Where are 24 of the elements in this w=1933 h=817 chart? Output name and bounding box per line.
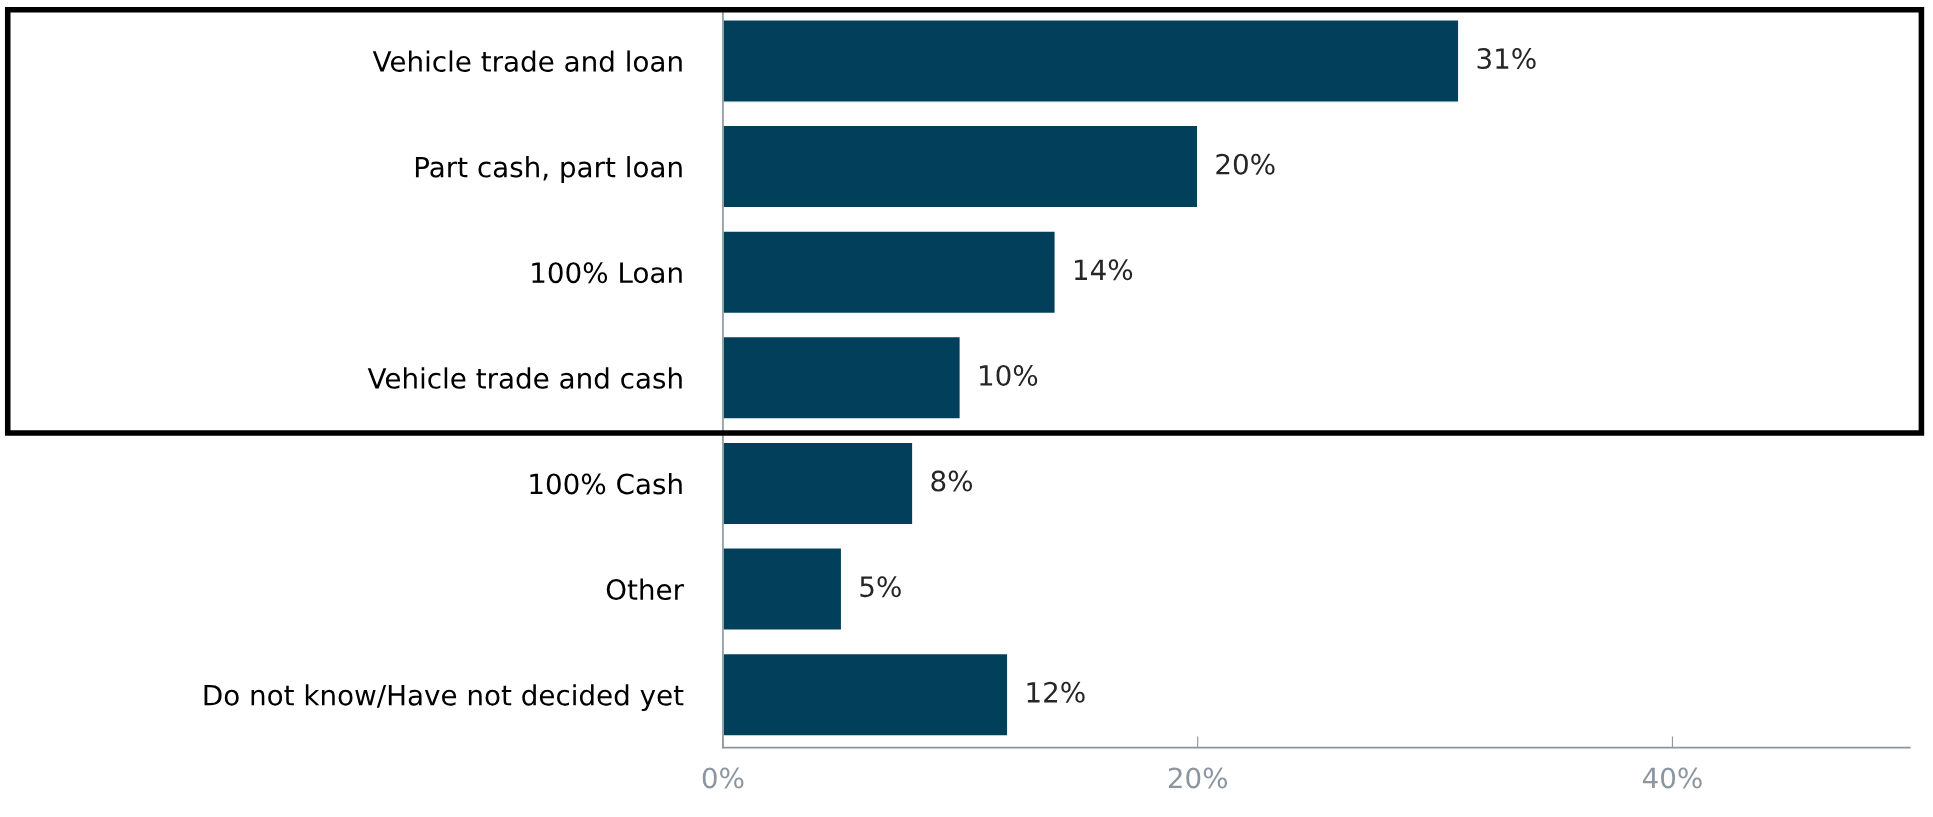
data-label: 5% bbox=[860, 576, 901, 598]
bar bbox=[722, 441, 914, 526]
bar bbox=[722, 19, 1460, 103]
x-tick-label: 40% bbox=[1642, 767, 1702, 789]
data-label: 31% bbox=[1477, 48, 1536, 70]
data-label: 14% bbox=[1074, 259, 1133, 281]
bar bbox=[722, 547, 843, 632]
bar bbox=[722, 335, 962, 420]
bar bbox=[722, 230, 1056, 315]
data-label: 20% bbox=[1216, 153, 1275, 175]
y-tick-label: Vehicle trade and loan bbox=[372, 50, 682, 72]
bar bbox=[722, 652, 1009, 737]
x-tick-label: 20% bbox=[1168, 767, 1228, 789]
y-tick-label: 100% Loan bbox=[532, 262, 682, 284]
data-label: 8% bbox=[931, 470, 973, 492]
bar bbox=[722, 124, 1199, 209]
data-label: 12% bbox=[1027, 681, 1085, 703]
y-tick-label: Vehicle trade and cash bbox=[367, 367, 682, 389]
x-tick-label: 0% bbox=[702, 767, 744, 789]
y-tick-label: 100% Cash bbox=[530, 472, 682, 495]
y-tick-label: Other bbox=[606, 578, 685, 601]
y-tick-label: Do not know/Have not decided yet bbox=[204, 684, 684, 712]
data-label: 10% bbox=[980, 364, 1038, 386]
y-tick-label: Part cash, part loan bbox=[415, 156, 682, 183]
